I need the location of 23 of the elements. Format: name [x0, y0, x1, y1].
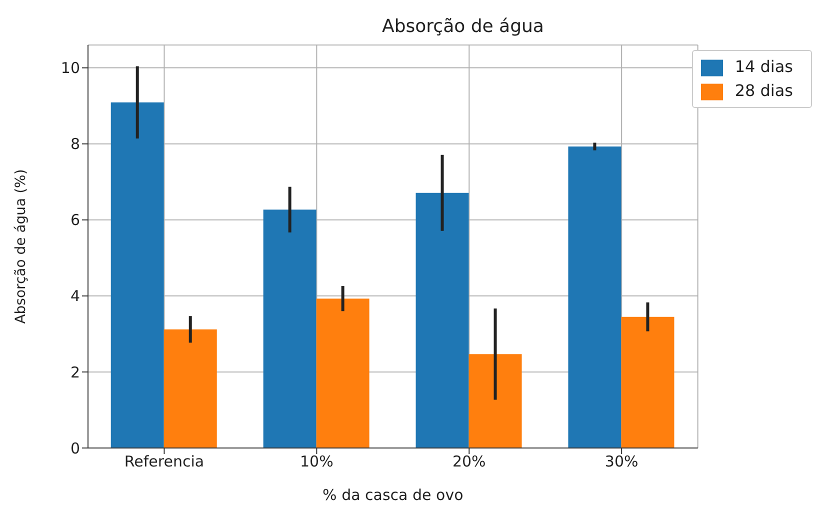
legend-label: 28 dias: [734, 81, 793, 100]
x-tick-label: 10%: [300, 452, 334, 471]
y-tick-label: 10: [60, 59, 80, 78]
y-tick-label: 0: [70, 439, 80, 458]
y-tick-label: 6: [70, 211, 80, 230]
y-tick-label: 2: [70, 363, 80, 382]
y-axis-title: Absorção de água (%): [12, 169, 29, 324]
bar: [568, 146, 622, 448]
bar: [110, 102, 164, 448]
bar: [316, 298, 370, 448]
x-tick-label: 30%: [604, 452, 638, 471]
bar: [416, 192, 469, 448]
x-axis-title: % da casca de ovo: [322, 486, 464, 504]
chart-title: Absorção de água: [381, 16, 545, 37]
legend-label: 14 dias: [734, 57, 793, 76]
bar: [621, 316, 674, 448]
y-tick-label: 8: [70, 135, 80, 154]
bar: [263, 210, 316, 448]
y-tick-label: 4: [70, 287, 80, 306]
bar: [164, 329, 217, 448]
bar: [468, 354, 522, 448]
x-tick-label: 20%: [452, 452, 486, 471]
x-tick-label: Referencia: [124, 452, 204, 471]
